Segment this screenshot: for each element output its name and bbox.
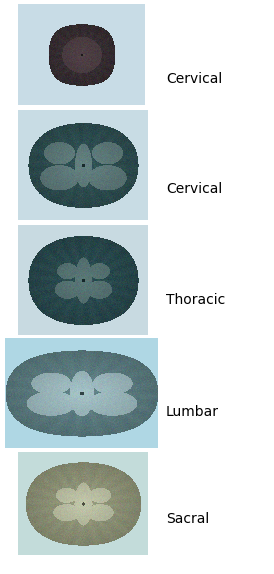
Text: Cervical: Cervical — [166, 183, 222, 196]
Bar — [18, 225, 148, 335]
Bar — [5, 338, 158, 448]
Text: Thoracic: Thoracic — [166, 293, 225, 307]
Text: Lumbar: Lumbar — [166, 405, 219, 419]
Bar — [18, 452, 148, 555]
Text: Sacral: Sacral — [166, 513, 209, 526]
Text: Cervical: Cervical — [166, 72, 222, 86]
Bar — [18, 4, 145, 105]
Bar — [18, 110, 148, 220]
